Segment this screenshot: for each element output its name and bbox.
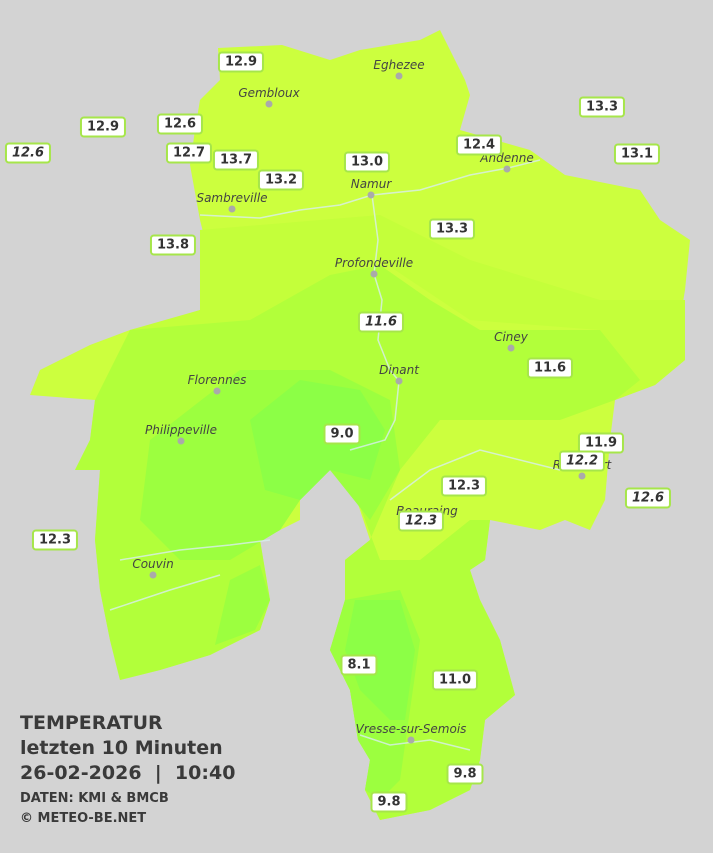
town-dot [177, 437, 185, 445]
town-name: Namur [350, 177, 392, 191]
town-dot [213, 387, 221, 395]
legend-source: DATEN: KMI & BMCB [20, 791, 169, 806]
station-label: 13.3 [428, 218, 476, 240]
town-name: Vresse-sur-Semois [355, 722, 467, 736]
town-dot [578, 472, 586, 480]
town-dot [370, 270, 378, 278]
station-label: 11.6 [357, 311, 405, 333]
town-dot [149, 571, 157, 579]
legend-period: letzten 10 Minuten [20, 737, 223, 759]
town-name: Eghezee [373, 58, 425, 72]
town-dot [507, 344, 515, 352]
town-name: Ciney [494, 330, 528, 344]
station-label: 11.6 [526, 357, 574, 379]
station-label: 12.6 [4, 142, 52, 164]
town-dot [395, 377, 403, 385]
legend-title: TEMPERATUR [20, 712, 163, 734]
station-label: 13.3 [578, 96, 626, 118]
station-label: 12.6 [624, 487, 672, 509]
station-label: 13.7 [212, 149, 260, 171]
warm-zone [130, 215, 685, 400]
town-dot [367, 191, 375, 199]
town-dot [228, 205, 236, 213]
town-name: Profondeville [334, 256, 414, 270]
town-name: Florennes [187, 373, 247, 387]
station-label: 12.3 [31, 529, 79, 551]
station-label: 12.3 [440, 475, 488, 497]
station-label: 9.8 [446, 763, 484, 785]
station-label: 12.4 [455, 134, 503, 156]
station-label: 12.9 [217, 51, 265, 73]
station-label: 13.0 [343, 151, 391, 173]
station-label: 11.0 [431, 669, 479, 691]
town-name: Gembloux [238, 86, 300, 100]
town-name: Sambreville [196, 191, 268, 205]
station-label: 13.8 [149, 234, 197, 256]
station-label: 8.1 [340, 654, 378, 676]
station-label: 13.2 [257, 169, 305, 191]
station-label: 12.2 [558, 450, 606, 472]
station-label: 9.0 [323, 423, 361, 445]
station-label: 12.6 [156, 113, 204, 135]
station-label: 12.3 [397, 510, 445, 532]
cool-zone [140, 370, 420, 800]
town-name: Philippeville [145, 423, 217, 437]
town-dot [503, 165, 511, 173]
town-name: Couvin [132, 557, 174, 571]
town-dot [407, 736, 415, 744]
station-label: 12.7 [165, 142, 213, 164]
town-dot [265, 100, 273, 108]
station-label: 12.9 [79, 116, 127, 138]
town-name: Dinant [379, 363, 419, 377]
town-dot [395, 72, 403, 80]
legend-copyright: © METEO-BE.NET [20, 811, 147, 826]
station-label: 13.1 [613, 143, 661, 165]
cold-zone [250, 380, 415, 720]
legend-datetime: 26-02-2026 | 10:40 [20, 762, 236, 784]
station-label: 9.8 [370, 791, 408, 813]
